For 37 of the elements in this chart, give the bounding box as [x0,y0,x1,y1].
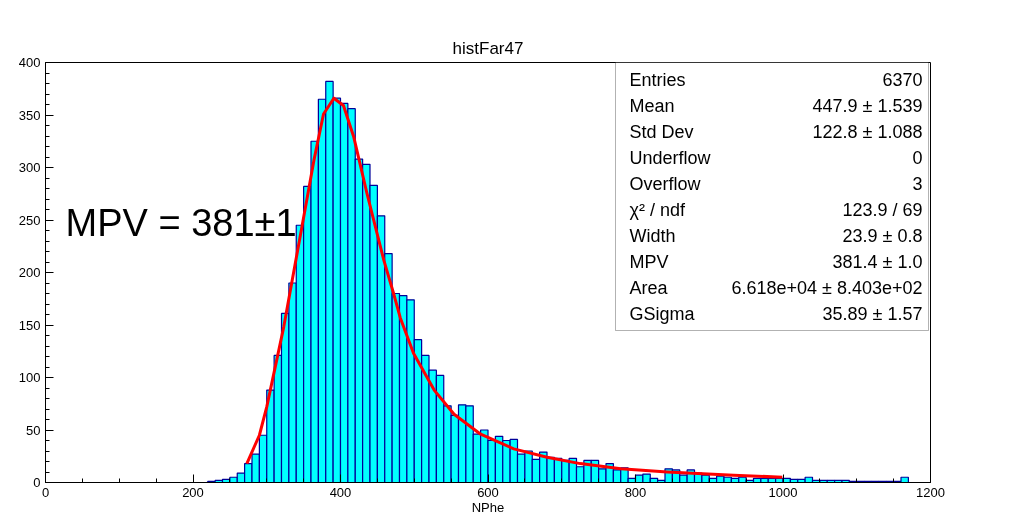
y-tick-label: 100 [18,370,41,385]
x-tick-label: 200 [182,484,204,500]
chart-title: histFar47 [452,38,524,58]
annotation: Overflow [629,173,702,194]
annotation: Entries [629,69,686,90]
annotation: 381.4 ± 1.0 [832,251,923,272]
annotation: 0 [912,148,923,168]
x-tick-label: 600 [477,484,499,500]
y-tick-label: 350 [18,107,41,123]
annotation: Std Dev [629,121,694,142]
y-tick-label: 50 [26,422,41,438]
x-tick-label: 800 [624,484,647,500]
x-tick-label: 400 [329,484,352,500]
annotation: 35.89 ± 1.57 [822,303,923,324]
annotation: 122.8 ± 1.088 [812,121,923,142]
annotation: Area [629,277,669,298]
annotation: 3 [912,174,923,194]
x-axis-title: NPhe [471,499,505,515]
y-tick-label: 300 [18,160,41,175]
annotation: GSigma [629,303,696,324]
annotation: MPV = 381±1 [65,201,297,244]
y-tick-label: 200 [18,265,41,280]
annotation: Width [629,225,676,246]
annotation: Mean [629,95,675,116]
annotation: 447.9 ± 1.539 [812,95,923,116]
y-tick-label: 150 [18,317,41,333]
annotation: 6370 [882,70,923,90]
annotation: MPV [629,251,669,272]
y-tick-label: 250 [18,212,41,228]
annotation: χ² / ndf [629,199,686,220]
x-tick-label: 1000 [768,484,798,500]
y-tick-label: 400 [18,55,41,70]
annotation: 123.9 / 69 [842,199,923,220]
annotation: 6.618e+04 ± 8.403e+02 [731,277,923,298]
annotation: Underflow [629,147,712,168]
x-tick-label: 1200 [916,484,945,500]
annotation: 23.9 ± 0.8 [842,225,923,246]
